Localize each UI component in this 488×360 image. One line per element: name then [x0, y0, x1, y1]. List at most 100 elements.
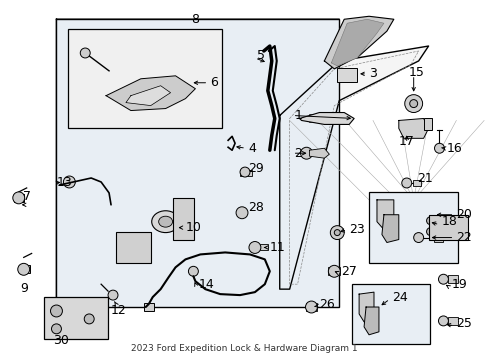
Text: 23: 23: [348, 223, 364, 236]
Polygon shape: [398, 118, 427, 138]
Bar: [14, 194, 24, 202]
Ellipse shape: [162, 218, 169, 226]
Polygon shape: [299, 113, 353, 125]
Polygon shape: [269, 19, 339, 116]
Ellipse shape: [334, 230, 340, 235]
Ellipse shape: [305, 301, 317, 313]
Text: 30: 30: [53, 334, 69, 347]
Bar: [433, 234, 443, 242]
Text: 6: 6: [210, 76, 218, 89]
Ellipse shape: [401, 178, 411, 188]
Bar: [116, 231, 150, 264]
Text: 17: 17: [398, 135, 414, 148]
Ellipse shape: [438, 274, 447, 284]
Ellipse shape: [120, 235, 128, 243]
Ellipse shape: [236, 207, 247, 219]
Ellipse shape: [13, 192, 25, 204]
Ellipse shape: [455, 217, 463, 225]
Text: 2023 Ford Expedition Lock & Hardware Diagram 1: 2023 Ford Expedition Lock & Hardware Dia…: [130, 344, 357, 353]
Text: 29: 29: [247, 162, 263, 175]
Text: 2: 2: [294, 147, 302, 160]
Ellipse shape: [158, 216, 172, 227]
Bar: [305, 303, 317, 311]
Ellipse shape: [438, 316, 447, 326]
Polygon shape: [309, 148, 328, 158]
Bar: [412, 180, 420, 186]
Ellipse shape: [455, 228, 463, 235]
Ellipse shape: [327, 265, 340, 277]
Text: 10: 10: [185, 221, 201, 234]
Ellipse shape: [120, 251, 128, 258]
Text: 1: 1: [294, 109, 302, 122]
Bar: [259, 244, 267, 251]
Text: 27: 27: [341, 265, 356, 278]
Bar: [427, 215, 468, 239]
Text: 4: 4: [247, 142, 255, 155]
Polygon shape: [106, 76, 195, 111]
Text: 9: 9: [20, 282, 28, 295]
Ellipse shape: [413, 233, 423, 243]
Ellipse shape: [426, 228, 434, 235]
Polygon shape: [376, 200, 393, 230]
Ellipse shape: [434, 143, 444, 153]
Text: 26: 26: [319, 297, 334, 311]
Ellipse shape: [80, 48, 90, 58]
Text: 21: 21: [416, 171, 431, 185]
Text: 20: 20: [455, 208, 471, 221]
Bar: [368, 192, 457, 264]
Text: 7: 7: [22, 190, 31, 203]
Text: 24: 24: [391, 291, 407, 303]
Bar: [56, 19, 339, 307]
Polygon shape: [279, 46, 427, 289]
Text: 3: 3: [368, 67, 376, 80]
Bar: [20, 265, 30, 273]
Ellipse shape: [340, 71, 346, 77]
Bar: [68, 29, 222, 129]
Text: 15: 15: [408, 66, 424, 79]
Ellipse shape: [18, 264, 30, 275]
Bar: [143, 303, 153, 311]
Ellipse shape: [51, 324, 61, 334]
Text: 25: 25: [455, 318, 471, 330]
Text: 5: 5: [256, 49, 264, 63]
Text: 22: 22: [455, 231, 471, 244]
Polygon shape: [358, 292, 373, 322]
Text: 28: 28: [247, 201, 264, 214]
Bar: [351, 284, 428, 344]
Polygon shape: [56, 19, 339, 307]
Polygon shape: [331, 19, 383, 66]
Ellipse shape: [188, 266, 198, 276]
Ellipse shape: [240, 167, 249, 177]
Ellipse shape: [409, 100, 417, 108]
Bar: [240, 170, 251, 176]
Bar: [337, 68, 356, 82]
Ellipse shape: [404, 95, 422, 113]
Polygon shape: [324, 16, 393, 69]
Ellipse shape: [108, 290, 118, 300]
Text: 14: 14: [198, 278, 214, 291]
Text: 16: 16: [446, 142, 461, 155]
Text: 11: 11: [269, 241, 285, 254]
Ellipse shape: [63, 176, 75, 188]
Ellipse shape: [50, 305, 62, 317]
Bar: [327, 267, 340, 275]
Text: 12: 12: [111, 304, 126, 317]
Polygon shape: [126, 86, 170, 105]
Ellipse shape: [248, 242, 260, 253]
Ellipse shape: [300, 147, 312, 159]
Ellipse shape: [151, 211, 179, 233]
Bar: [172, 198, 194, 239]
Bar: [43, 297, 108, 339]
Text: 8: 8: [191, 13, 199, 26]
Text: 13: 13: [56, 176, 72, 189]
Text: 18: 18: [441, 215, 456, 228]
Polygon shape: [381, 215, 398, 243]
Bar: [447, 275, 457, 283]
Ellipse shape: [84, 314, 94, 324]
Polygon shape: [364, 307, 378, 335]
Bar: [423, 118, 431, 130]
Ellipse shape: [330, 226, 344, 239]
Bar: [447, 317, 457, 325]
Ellipse shape: [426, 217, 434, 225]
Text: 19: 19: [450, 278, 466, 291]
